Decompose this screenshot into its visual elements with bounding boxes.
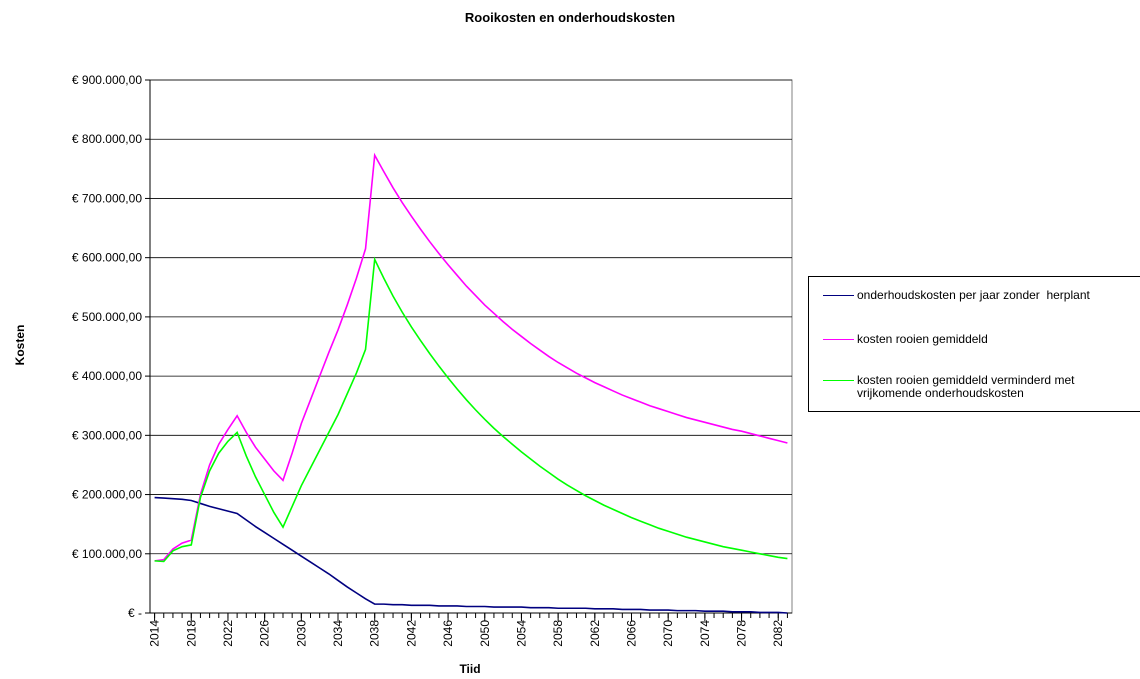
y-tick-label: € 800.000,00 — [72, 132, 142, 146]
legend-label: kosten rooien gemiddeld verminderd met v… — [857, 373, 1078, 400]
x-axis-label: Tiid — [459, 662, 480, 676]
x-tick-label: 2078 — [735, 620, 749, 647]
legend-item: kosten rooien gemiddeld — [823, 333, 1140, 346]
legend-label: onderhoudskosten per jaar zonder herplan… — [857, 288, 1090, 302]
legend-item: onderhoudskosten per jaar zonder herplan… — [823, 289, 1140, 302]
y-tick-label: € 600.000,00 — [72, 251, 142, 265]
x-tick-label: 2050 — [478, 620, 492, 647]
x-tick-label: 2038 — [368, 620, 382, 647]
series-line — [154, 256, 788, 563]
legend-label: kosten rooien gemiddeld — [857, 332, 988, 346]
x-tick-label: 2014 — [148, 620, 162, 647]
legend-item: kosten rooien gemiddeld verminderd met v… — [823, 374, 1140, 400]
y-tick-label: € 900.000,00 — [72, 73, 142, 87]
y-tick-label: € 400.000,00 — [72, 369, 142, 383]
y-tick-label: € - — [128, 606, 142, 620]
y-tick-label: € 700.000,00 — [72, 191, 142, 205]
series-line — [154, 152, 788, 562]
x-tick-label: 2070 — [661, 620, 675, 647]
x-tick-label: 2062 — [588, 620, 602, 647]
legend-swatch — [823, 295, 854, 296]
legend-swatch — [823, 380, 854, 381]
x-tick-label: 2030 — [294, 620, 308, 647]
legend: onderhoudskosten per jaar zonder herplan… — [808, 276, 1140, 412]
y-tick-label: € 100.000,00 — [72, 547, 142, 561]
y-tick-label: € 500.000,00 — [72, 310, 142, 324]
x-tick-label: 2034 — [331, 620, 345, 647]
x-tick-label: 2066 — [625, 620, 639, 647]
legend-swatch — [823, 339, 854, 340]
x-tick-label: 2074 — [698, 620, 712, 647]
x-tick-label: 2022 — [221, 620, 235, 647]
x-tick-label: 2082 — [771, 620, 785, 647]
chart-title: Rooikosten en onderhoudskosten — [465, 10, 675, 25]
x-tick-label: 2046 — [441, 620, 455, 647]
series-line — [154, 496, 788, 614]
plot-area — [149, 79, 793, 614]
y-tick-label: € 200.000,00 — [72, 488, 142, 502]
x-tick-label: 2058 — [551, 620, 565, 647]
y-axis-label: Kosten — [13, 325, 27, 366]
x-tick-label: 2054 — [514, 620, 528, 647]
y-tick-label: € 300.000,00 — [72, 428, 142, 442]
x-tick-label: 2026 — [258, 620, 272, 647]
x-tick-label: 2042 — [404, 620, 418, 647]
x-tick-label: 2018 — [184, 620, 198, 647]
